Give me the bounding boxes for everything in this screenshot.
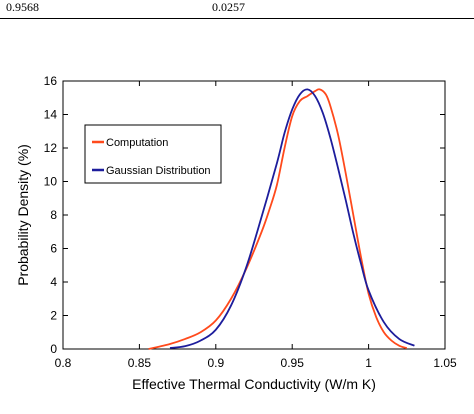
series-group [148,88,415,350]
y-tick-label: 4 [50,275,57,289]
y-tick-label: 12 [44,141,58,155]
table-bottom-rule [0,18,474,19]
table-cell-mean: 0.9568 [6,0,39,14]
y-tick-label: 14 [44,108,58,122]
y-tick-label: 0 [50,342,57,356]
x-axis-label: Effective Thermal Conductivity (W/m K) [132,376,376,392]
x-tick-label: 1.05 [433,356,457,370]
y-tick-label: 8 [50,208,57,222]
table-row: 0.9568 0.0257 [0,0,474,46]
gaussian-curve [169,88,415,349]
y-tick-label: 2 [50,309,57,323]
x-tick-label: 0.8 [55,356,72,370]
legend-label-computation: Computation [106,137,168,149]
y-tick-label: 6 [50,242,57,256]
x-tick-label: 1 [365,356,372,370]
plot-frame [62,80,446,350]
plot-area [62,80,446,350]
computation-curve [148,88,408,350]
x-tick-label: 0.85 [128,356,152,370]
x-tick-label: 0.9 [207,356,224,370]
legend: Computation Gaussian Distribution [84,124,222,184]
x-ticks: 0.8 0.85 0.9 0.95 1 1.05 [55,81,457,370]
y-ticks: 0 2 4 6 8 10 12 14 16 [44,74,445,356]
y-tick-label: 10 [44,175,58,189]
x-tick-label: 0.95 [281,356,305,370]
legend-box [84,124,222,184]
y-tick-label: 16 [44,74,58,88]
legend-label-gaussian: Gaussian Distribution [106,165,211,177]
y-axis-label: Probability Density (%) [15,144,31,286]
table-cell-std: 0.0257 [212,0,245,14]
